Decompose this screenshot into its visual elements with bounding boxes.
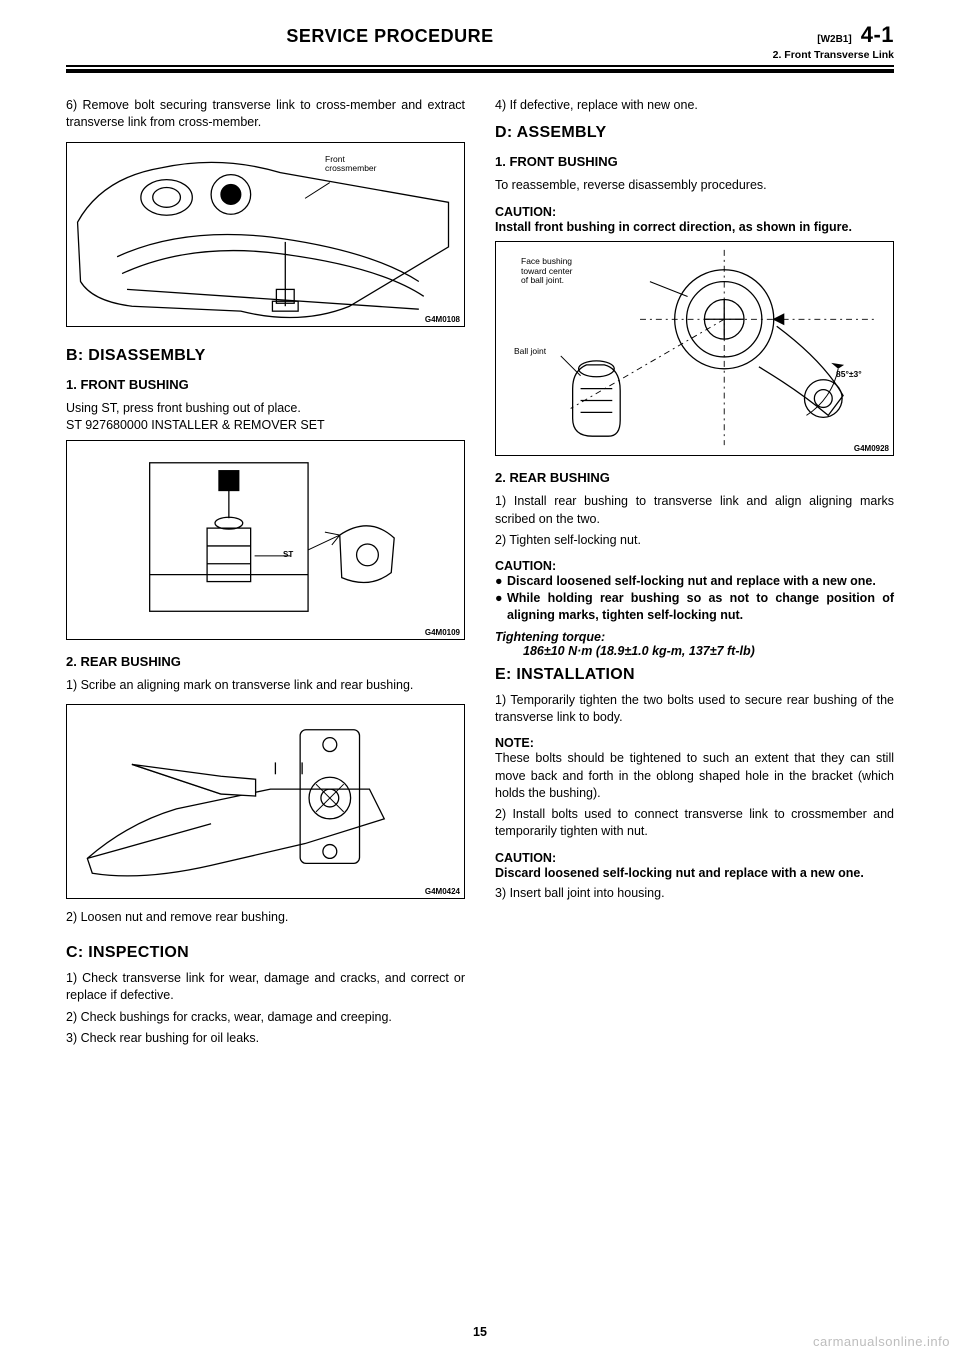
right-column: 4) If defective, replace with new one. D… — [495, 93, 894, 1051]
page-title: SERVICE PROCEDURE — [66, 26, 714, 47]
e-step3: 3) Insert ball joint into housing. — [495, 885, 894, 902]
label-crossmember: crossmember — [325, 163, 376, 173]
bullet-icon: ● — [495, 590, 507, 624]
figure-press: ST G4M0109 — [66, 440, 465, 640]
section-d2-title: 2. REAR BUSHING — [495, 470, 894, 485]
figure-label-face: Face bushing toward center of ball joint… — [521, 257, 573, 285]
watermark: carmanualsonline.info — [813, 1334, 950, 1349]
rule-thick — [66, 69, 894, 73]
bullet-icon: ● — [495, 573, 507, 590]
figure-label-angle: 85°±3° — [836, 370, 862, 379]
bullet-text: While holding rear bushing so as not to … — [507, 590, 894, 624]
c-step2: 2) Check bushings for cracks, wear, dama… — [66, 1009, 465, 1026]
c-step1: 1) Check transverse link for wear, damag… — [66, 970, 465, 1005]
content-columns: 6) Remove bolt securing transverse link … — [66, 93, 894, 1051]
page-header: SERVICE PROCEDURE [W2B1] 4-1 2. Front Tra… — [66, 22, 894, 63]
figure-code: G4M0109 — [425, 628, 460, 637]
d2-step2: 2) Tighten self-locking nut. — [495, 532, 894, 549]
figure-scribe-svg — [67, 705, 464, 898]
section-b-title: B: DISASSEMBLY — [66, 347, 465, 365]
section-code: [W2B1] — [817, 34, 851, 45]
d1-caution-body: Install front bushing in correct directi… — [495, 219, 894, 236]
section-b2-title: 2. REAR BUSHING — [66, 654, 465, 669]
manual-page: SERVICE PROCEDURE [W2B1] 4-1 2. Front Tra… — [0, 0, 960, 1357]
torque-value: 186±10 N·m (18.9±1.0 kg-m, 137±7 ft-lb) — [523, 644, 894, 658]
section-subtitle: 2. Front Transverse Link — [773, 49, 894, 61]
d2-step1: 1) Install rear bushing to transverse li… — [495, 493, 894, 528]
rule-thin — [66, 65, 894, 67]
figure-bushing-angle: Face bushing toward center of ball joint… — [495, 241, 894, 456]
step-6: 6) Remove bolt securing transverse link … — [66, 97, 465, 132]
caution-heading: CAUTION: — [495, 559, 894, 573]
e-step2: 2) Install bolts used to connect transve… — [495, 806, 894, 841]
page-code-block: [W2B1] 4-1 2. Front Transverse Link — [714, 22, 894, 61]
b2-step2: 2) Loosen nut and remove rear bushing. — [66, 909, 465, 926]
e-caution-body: Discard loosened self-locking nut and re… — [495, 865, 894, 882]
bullet-text: Discard loosened self-locking nut and re… — [507, 573, 876, 590]
figure-code: G4M0108 — [425, 315, 460, 324]
figure-label-front: Front crossmember — [325, 155, 376, 174]
figure-crossmember: Front crossmember G4M0108 — [66, 142, 465, 327]
section-d-title: D: ASSEMBLY — [495, 124, 894, 142]
d2-bullet-1: ●Discard loosened self-locking nut and r… — [495, 573, 894, 590]
section-d1-title: 1. FRONT BUSHING — [495, 154, 894, 169]
section-number: 4-1 — [861, 22, 894, 47]
b1-tool: ST 927680000 INSTALLER & REMOVER SET — [66, 417, 465, 434]
figure-code: G4M0928 — [854, 444, 889, 453]
left-column: 6) Remove bolt securing transverse link … — [66, 93, 465, 1051]
e-step1: 1) Temporarily tighten the two bolts use… — [495, 692, 894, 727]
section-c-title: C: INSPECTION — [66, 944, 465, 962]
note-heading: NOTE: — [495, 736, 894, 750]
figure-press-svg — [67, 441, 464, 639]
figure-label-st: ST — [283, 551, 293, 560]
caution-heading: CAUTION: — [495, 851, 894, 865]
section-b1-title: 1. FRONT BUSHING — [66, 377, 465, 392]
section-e-title: E: INSTALLATION — [495, 666, 894, 684]
b2-step1: 1) Scribe an aligning mark on transverse… — [66, 677, 465, 694]
d2-bullet-2: ●While holding rear bushing so as not to… — [495, 590, 894, 624]
torque-title: Tightening torque: — [495, 630, 894, 644]
figure-code: G4M0424 — [425, 887, 460, 896]
figure-crossmember-svg — [67, 143, 464, 326]
c-step3: 3) Check rear bushing for oil leaks. — [66, 1030, 465, 1047]
figure-scribe: G4M0424 — [66, 704, 465, 899]
e-note-body: These bolts should be tightened to such … — [495, 750, 894, 802]
step-4: 4) If defective, replace with new one. — [495, 97, 894, 114]
caution-heading: CAUTION: — [495, 205, 894, 219]
d1-text: To reassemble, reverse disassembly proce… — [495, 177, 894, 194]
figure-label-balljoint: Ball joint — [514, 347, 546, 356]
b1-text: Using ST, press front bushing out of pla… — [66, 400, 465, 417]
